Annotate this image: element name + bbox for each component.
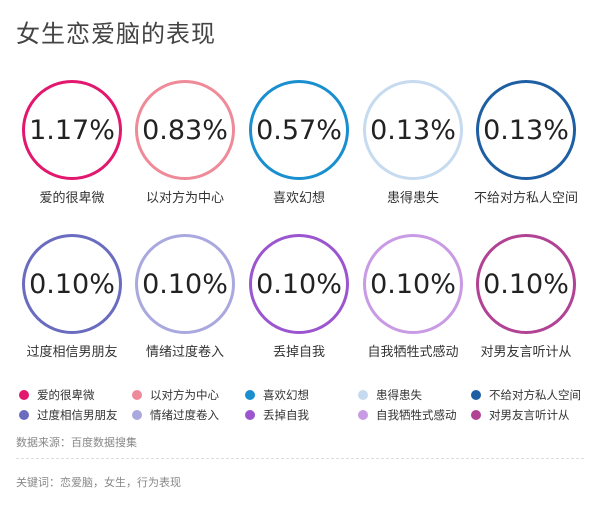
stat-ring: 0.13% [476,80,576,180]
stat-label: 丢掉自我 [272,345,325,360]
stat-cell: 0.13% 患得患失 [355,80,471,206]
stat-ring: 0.83% [135,80,235,180]
stat-ring: 0.10% [363,234,463,334]
legend-item: 爱的很卑微 [16,386,129,404]
stat-cell: 0.13% 不给对方私人空间 [468,80,584,206]
legend-item: 患得患失 [355,386,468,404]
stat-cell: 0.10% 自我牺牲式感动 [355,234,471,360]
legend-swatch [19,410,29,420]
legend-item: 自我牺牲式感动 [355,406,468,424]
stat-ring: 0.10% [135,234,235,334]
stat-cell: 0.10% 对男友言听计从 [468,234,584,360]
legend-swatch [471,390,481,400]
legend-swatch [19,390,29,400]
stat-ring: 0.13% [363,80,463,180]
legend-swatch [132,390,142,400]
chart-title: 女生恋爱脑的表现 [16,20,216,48]
stat-label: 爱的很卑微 [39,191,105,206]
legend-item: 过度相信男朋友 [16,406,129,424]
legend-item: 对男友言听计从 [468,406,581,424]
legend: 爱的很卑微 以对方为中心 喜欢幻想 患得患失 不给对方私人空间过度相信男朋友 情绪过度卷入… [16,386,591,426]
legend-label: 喜欢幻想 [263,388,309,402]
stat-ring: 0.10% [249,234,349,334]
legend-item: 不给对方私人空间 [468,386,581,404]
legend-label: 患得患失 [376,388,422,402]
stat-cell: 0.10% 过度相信男朋友 [14,234,130,360]
legend-label: 过度相信男朋友 [37,408,118,422]
legend-swatch [245,390,255,400]
stat-label: 喜欢幻想 [272,191,325,206]
legend-label: 以对方为中心 [150,388,219,402]
legend-label: 不给对方私人空间 [489,388,581,402]
stat-ring: 0.57% [249,80,349,180]
stat-cell: 0.10% 丢掉自我 [241,234,357,360]
legend-item: 以对方为中心 [129,386,242,404]
stat-label: 患得患失 [386,191,439,206]
stat-cell: 0.57% 喜欢幻想 [241,80,357,206]
legend-swatch [358,410,368,420]
stat-label: 过度相信男朋友 [26,345,118,360]
legend-swatch [471,410,481,420]
legend-row: 爱的很卑微 以对方为中心 喜欢幻想 患得患失 不给对方私人空间 [16,386,591,404]
legend-item: 情绪过度卷入 [129,406,242,424]
stat-label: 对男友言听计从 [480,345,572,360]
stat-label: 不给对方私人空间 [473,191,578,206]
stat-cell: 0.10% 情绪过度卷入 [127,234,243,360]
keywords: 关键词：恋爱脑，女生，行为表现 [16,476,181,489]
legend-item: 喜欢幻想 [242,386,355,404]
stat-cell: 0.83% 以对方为中心 [127,80,243,206]
legend-label: 丢掉自我 [263,408,309,422]
legend-item: 丢掉自我 [242,406,355,424]
legend-swatch [245,410,255,420]
data-source: 数据来源：百度数据搜集 [16,436,137,449]
stat-label: 情绪过度卷入 [145,345,224,360]
legend-label: 自我牺牲式感动 [376,408,457,422]
stat-label: 自我牺牲式感动 [367,345,459,360]
stat-ring: 1.17% [22,80,122,180]
divider [16,458,584,459]
stat-ring: 0.10% [476,234,576,334]
legend-row: 过度相信男朋友 情绪过度卷入 丢掉自我 自我牺牲式感动 对男友言听计从 [16,406,591,424]
stat-label: 以对方为中心 [145,191,224,206]
legend-label: 爱的很卑微 [37,388,95,402]
legend-swatch [358,390,368,400]
legend-label: 情绪过度卷入 [150,408,219,422]
stat-cell: 1.17% 爱的很卑微 [14,80,130,206]
legend-label: 对男友言听计从 [489,408,570,422]
stat-ring: 0.10% [22,234,122,334]
legend-swatch [132,410,142,420]
